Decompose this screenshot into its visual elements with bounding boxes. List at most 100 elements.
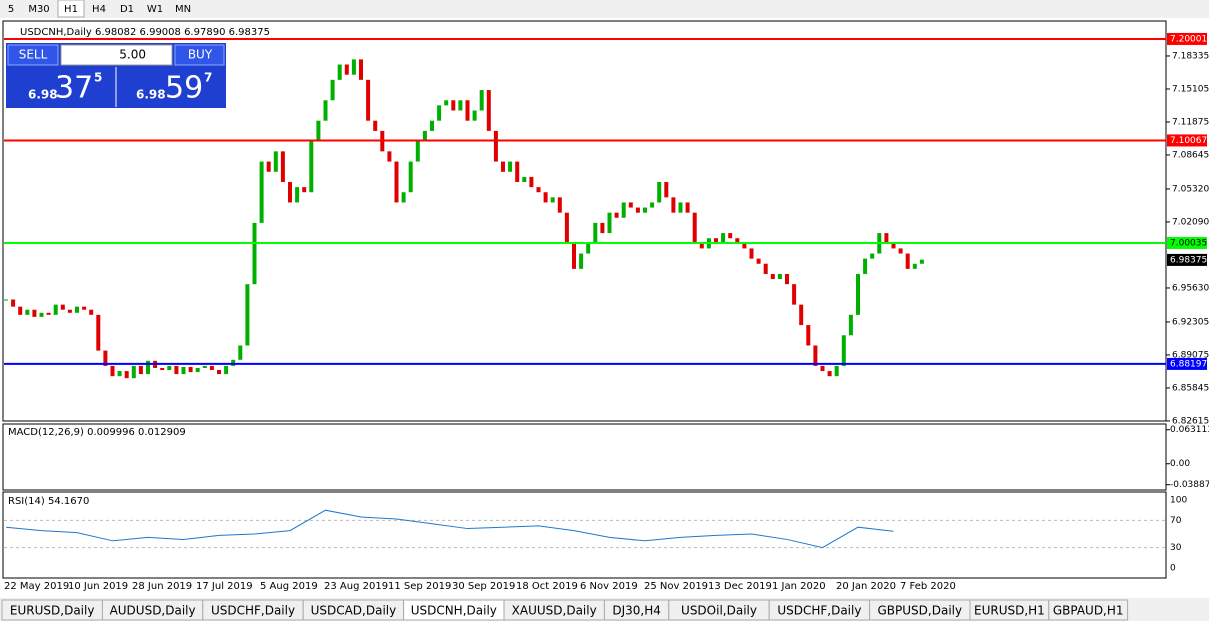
candle xyxy=(579,253,584,269)
x-tick-label: 25 Nov 2019 xyxy=(644,581,708,592)
tab-label[interactable]: GBPAUD,H1 xyxy=(1053,604,1124,618)
macd-label: MACD(12,26,9) 0.009996 0.012909 xyxy=(8,427,186,438)
candle xyxy=(25,309,30,315)
timeframe-button[interactable]: D1 xyxy=(120,4,134,15)
candle xyxy=(692,212,697,244)
x-tick-label: 18 Oct 2019 xyxy=(516,581,578,592)
price-label: 6.98375 xyxy=(1170,255,1207,265)
sell-text[interactable]: SELL xyxy=(19,48,48,62)
rsi-tick-label: 100 xyxy=(1170,496,1187,506)
candle xyxy=(124,371,129,379)
candle xyxy=(408,161,413,193)
x-tick-label: 17 Jul 2019 xyxy=(196,581,253,592)
candle xyxy=(373,120,378,131)
candle xyxy=(593,222,598,244)
tab-label[interactable]: USDCNH,Daily xyxy=(411,604,497,618)
candle xyxy=(160,367,165,371)
tab-label[interactable]: USDCHF,Daily xyxy=(777,604,861,618)
ask-big: 6.98 xyxy=(136,88,166,102)
candle xyxy=(288,182,292,203)
y-tick-label: 6.85845 xyxy=(1172,383,1209,393)
tab-label[interactable]: USDCHF,Daily xyxy=(211,604,295,618)
candle xyxy=(96,314,101,351)
candle xyxy=(451,100,456,111)
y-tick-label: 7.02090 xyxy=(1172,217,1209,227)
candle xyxy=(444,100,449,106)
candle xyxy=(820,365,825,372)
candle xyxy=(529,176,534,188)
level-label: 7.10067 xyxy=(1170,136,1207,146)
tab-label[interactable]: GBPUSD,Daily xyxy=(878,604,963,618)
tab-label[interactable]: DJ30,H4 xyxy=(612,604,661,618)
candle xyxy=(671,197,676,213)
candle xyxy=(799,304,804,326)
candle xyxy=(763,263,768,274)
candle xyxy=(75,306,79,313)
x-tick-label: 11 Sep 2019 xyxy=(388,581,451,592)
timeframe-button[interactable]: W1 xyxy=(147,4,163,15)
symbol-info: USDCNH,Daily 6.98082 6.99008 6.97890 6.9… xyxy=(20,27,270,38)
candle xyxy=(351,59,356,75)
candle xyxy=(678,202,683,213)
candle xyxy=(4,299,8,301)
candle xyxy=(756,258,761,264)
candle xyxy=(146,360,150,375)
tab-label[interactable]: EURUSD,H1 xyxy=(974,604,1045,618)
timeframe-button[interactable]: 5 xyxy=(8,4,14,15)
macd-tick-label: 0.00 xyxy=(1170,459,1190,469)
rsi-panel xyxy=(2,491,1167,579)
tab-label[interactable]: USDCAD,Daily xyxy=(311,604,397,618)
buy-button[interactable] xyxy=(174,44,225,66)
candle xyxy=(67,309,72,313)
candle xyxy=(366,79,371,121)
y-tick-label: 7.18335 xyxy=(1172,51,1209,61)
volume-input[interactable] xyxy=(60,44,173,66)
candle xyxy=(245,284,250,346)
candle xyxy=(266,161,271,172)
timeframe-button[interactable]: H4 xyxy=(92,4,106,15)
x-tick-label: 5 Aug 2019 xyxy=(260,581,318,592)
volume-text[interactable]: 5.00 xyxy=(119,48,146,62)
candle xyxy=(394,161,399,203)
candle xyxy=(103,350,108,366)
candle xyxy=(181,366,186,375)
candle xyxy=(614,212,619,218)
level-box xyxy=(1167,32,1207,45)
candle xyxy=(714,238,718,244)
macd-tick-label: -0.038872 xyxy=(1170,480,1209,490)
tab-label[interactable]: EURUSD,Daily xyxy=(10,604,95,618)
candle xyxy=(501,161,505,172)
trade-panel: SELL 5.00 BUY 6.98 37 5 6.98 59 7 xyxy=(6,43,226,108)
price-box xyxy=(1167,253,1207,266)
tab[interactable] xyxy=(1048,599,1129,621)
x-tick-label: 23 Aug 2019 xyxy=(324,581,388,592)
buy-text[interactable]: BUY xyxy=(188,48,213,62)
candle xyxy=(813,345,818,366)
timeframe-active xyxy=(57,0,85,18)
candle xyxy=(202,365,207,368)
candle xyxy=(323,100,328,121)
macd-tick-label: 0.063113 xyxy=(1170,425,1209,435)
level-label: 7.20001 xyxy=(1170,34,1207,44)
timeframe-button[interactable]: MN xyxy=(175,4,191,15)
candle xyxy=(39,312,44,317)
rsi-line xyxy=(5,509,894,549)
candle xyxy=(472,110,477,121)
tab-label[interactable]: XAUUSD,Daily xyxy=(512,604,597,618)
candle xyxy=(792,284,797,305)
candle xyxy=(884,233,889,244)
candle xyxy=(174,365,179,375)
candle xyxy=(664,182,669,198)
y-tick-label: 7.11875 xyxy=(1172,117,1209,127)
candle xyxy=(607,212,612,234)
sell-button[interactable] xyxy=(7,44,59,66)
candle xyxy=(422,130,427,142)
tab-label[interactable]: AUDUSD,Daily xyxy=(110,604,196,618)
tab-label[interactable]: USDOil,Daily xyxy=(681,604,757,618)
candle xyxy=(806,325,811,346)
timeframe-button[interactable]: M30 xyxy=(28,4,49,15)
candle xyxy=(430,120,434,131)
x-tick-label: 22 May 2019 xyxy=(4,581,69,592)
bid-pips: 37 xyxy=(55,71,93,106)
timeframe-button[interactable]: H1 xyxy=(64,4,78,15)
